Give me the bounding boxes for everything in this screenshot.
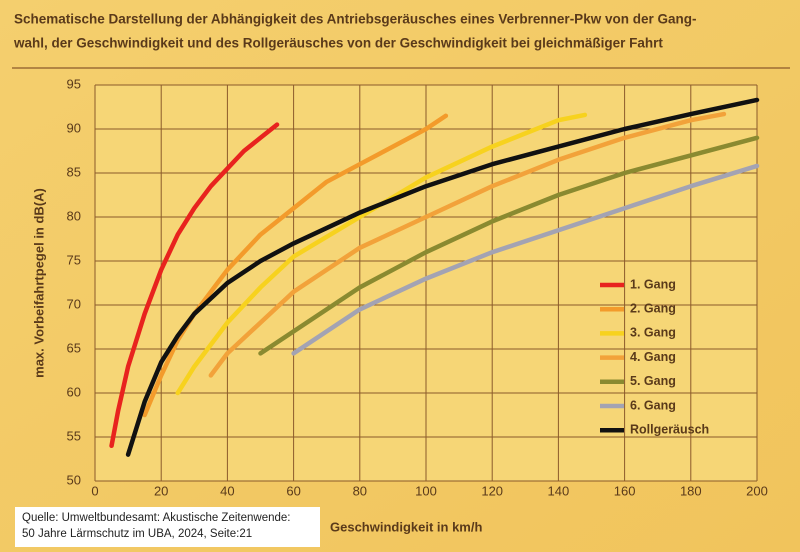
source-text: Quelle: Umweltbundesamt: Akustische Zeit… [22,512,290,524]
series-line [175,112,588,396]
x-tick-label: 140 [548,483,570,498]
x-tick-label: 180 [680,483,702,498]
y-tick-label: 85 [67,164,81,179]
source-text: 50 Jahre Lärmschutz im UBA, 2024, Seite:… [22,528,252,540]
series-line [258,135,760,356]
y-tick-label: 60 [67,384,81,399]
legend-label: 6. Gang [630,398,676,412]
legend-label: 3. Gang [630,326,676,340]
y-tick-label: 80 [67,208,81,223]
x-tick-label: 100 [415,483,437,498]
y-tick-label: 70 [67,296,81,311]
series-line [109,122,280,449]
legend-label: 5. Gang [630,374,676,388]
y-tick-label: 50 [67,472,81,487]
y-tick-label: 90 [67,120,81,135]
chart-title: wahl, der Geschwindigkeit und des Rollge… [13,36,663,51]
y-tick-label: 95 [67,76,81,91]
x-tick-label: 40 [220,483,234,498]
series-line [208,111,727,378]
x-tick-label: 60 [286,483,300,498]
x-tick-label: 80 [353,483,367,498]
y-tick-label: 75 [67,252,81,267]
chart-title: Schematische Darstellung der Abhängigkei… [14,12,696,27]
x-tick-label: 200 [746,483,768,498]
series-line [142,113,449,418]
series-line [125,97,760,457]
legend-label: 2. Gang [630,301,676,315]
source-box [15,507,320,547]
y-tick-label: 65 [67,340,81,355]
x-tick-label: 0 [91,483,98,498]
x-tick-label: 160 [614,483,636,498]
x-axis-label: Geschwindigkeit in km/h [330,519,482,534]
y-tick-label: 55 [67,428,81,443]
legend-label: 1. Gang [630,277,676,291]
x-tick-label: 20 [154,483,168,498]
y-axis-label: max. Vorbeifahrtpegel in dB(A) [31,188,46,378]
series-line [291,163,760,356]
x-tick-label: 120 [481,483,503,498]
legend-label: 4. Gang [630,350,676,364]
legend-label: Rollgeräusch [630,422,709,436]
